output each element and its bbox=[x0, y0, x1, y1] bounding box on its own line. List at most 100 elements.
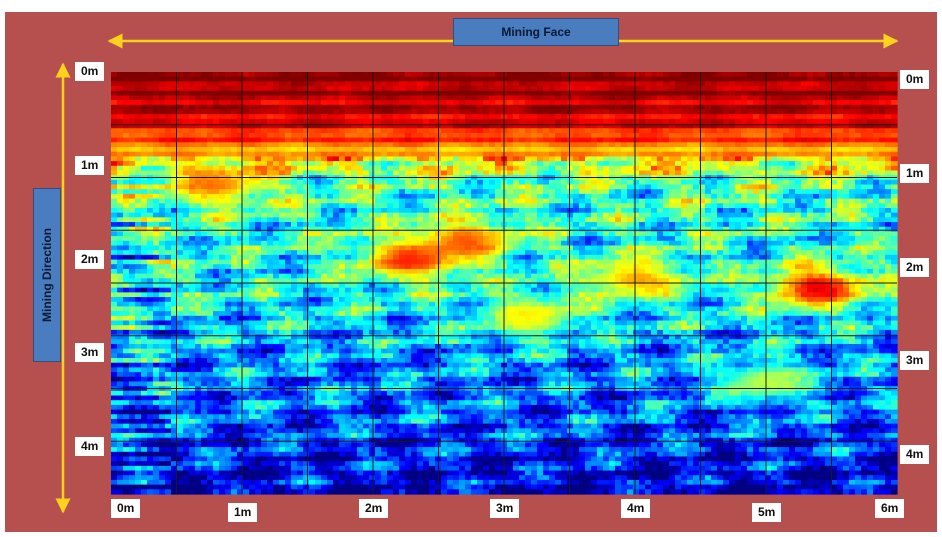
heatmap-cell bbox=[285, 240, 292, 247]
heatmap-cell bbox=[585, 212, 592, 218]
heatmap-cell bbox=[585, 156, 592, 162]
heatmap-cell bbox=[465, 123, 472, 129]
heatmap-cell bbox=[447, 193, 454, 200]
heatmap-cell bbox=[855, 165, 862, 172]
heatmap-cell bbox=[657, 156, 664, 162]
heatmap-cell bbox=[243, 109, 250, 115]
heatmap-cell bbox=[285, 198, 292, 204]
heatmap-cell bbox=[879, 104, 886, 111]
heatmap-cell bbox=[297, 184, 304, 190]
heatmap-cell bbox=[585, 109, 592, 115]
heatmap-cell bbox=[543, 76, 550, 82]
heatmap-cell bbox=[891, 142, 898, 148]
heatmap-cell bbox=[381, 198, 388, 204]
heatmap-cell bbox=[339, 207, 346, 214]
heatmap-cell bbox=[405, 217, 412, 223]
heatmap-cell bbox=[717, 114, 724, 120]
heatmap-cell bbox=[189, 114, 196, 120]
heatmap-cell bbox=[693, 81, 700, 87]
heatmap-cell bbox=[375, 170, 382, 176]
heatmap-cell bbox=[495, 132, 502, 139]
heatmap-cell bbox=[831, 165, 838, 172]
heatmap-cell bbox=[891, 184, 898, 190]
heatmap-cell bbox=[129, 170, 136, 176]
heatmap-cell bbox=[225, 207, 232, 214]
heatmap-cell bbox=[261, 236, 268, 242]
heatmap-cell bbox=[321, 156, 328, 162]
heatmap-cell bbox=[345, 142, 352, 148]
heatmap-cell bbox=[201, 184, 208, 190]
heatmap-cell bbox=[123, 245, 130, 251]
heatmap-cell bbox=[537, 95, 544, 101]
heatmap-cell bbox=[855, 170, 862, 176]
heatmap-cell bbox=[147, 137, 154, 143]
heatmap-cell bbox=[687, 132, 694, 139]
heatmap-cell bbox=[387, 142, 394, 148]
heatmap-cell bbox=[153, 250, 160, 256]
heatmap-cell bbox=[249, 179, 256, 186]
heatmap-cell bbox=[795, 76, 802, 82]
heatmap-cell bbox=[825, 198, 832, 204]
heatmap-cell bbox=[123, 72, 130, 78]
heatmap-cell bbox=[597, 217, 604, 223]
heatmap-cell bbox=[591, 226, 598, 233]
heatmap-cell bbox=[339, 147, 346, 153]
heatmap-cell bbox=[573, 198, 580, 204]
heatmap-cell bbox=[561, 90, 568, 97]
heatmap-cell bbox=[219, 90, 226, 97]
heatmap-cell bbox=[651, 90, 658, 97]
heatmap-cell bbox=[279, 156, 286, 162]
heatmap-cell bbox=[249, 118, 256, 125]
heatmap-cell bbox=[831, 236, 838, 242]
heatmap-cell bbox=[651, 86, 658, 92]
heatmap-cell bbox=[735, 86, 742, 92]
heatmap-cell bbox=[543, 147, 550, 153]
heatmap-cell bbox=[159, 189, 166, 195]
heatmap-cell bbox=[231, 137, 238, 143]
heatmap-cell bbox=[201, 76, 208, 82]
heatmap-cell bbox=[675, 114, 682, 120]
heatmap-cell bbox=[195, 240, 202, 247]
heatmap-cell bbox=[477, 95, 484, 101]
heatmap-cell bbox=[345, 212, 352, 218]
heatmap-cell bbox=[675, 142, 682, 148]
heatmap-cell bbox=[477, 128, 484, 134]
heatmap-cell bbox=[609, 212, 616, 218]
heatmap-cell bbox=[615, 193, 622, 200]
heatmap-cell bbox=[633, 156, 640, 162]
heatmap-cell bbox=[537, 236, 544, 242]
heatmap-cell bbox=[201, 95, 208, 101]
heatmap-cell bbox=[645, 207, 652, 214]
heatmap-cell bbox=[477, 222, 484, 228]
heatmap-cell bbox=[717, 245, 724, 251]
heatmap-cell bbox=[135, 151, 142, 157]
heatmap-cell bbox=[663, 86, 670, 92]
heatmap-cell bbox=[699, 217, 706, 223]
heatmap-cell bbox=[267, 207, 274, 214]
heatmap-cell bbox=[459, 128, 466, 134]
heatmap-cell bbox=[753, 240, 760, 247]
heatmap-cell bbox=[819, 90, 826, 97]
heatmap-cell bbox=[243, 114, 250, 120]
heatmap-cell bbox=[483, 165, 490, 172]
heatmap-cell bbox=[327, 236, 334, 242]
heatmap-cell bbox=[873, 151, 880, 157]
heatmap-cell bbox=[759, 179, 766, 186]
heatmap-cell bbox=[723, 179, 730, 186]
heatmap-cell bbox=[633, 72, 640, 78]
heatmap-cell bbox=[651, 165, 658, 172]
heatmap-cell bbox=[621, 193, 628, 200]
heatmap-cell bbox=[261, 193, 268, 200]
heatmap-cell bbox=[741, 212, 748, 218]
heatmap-cell bbox=[675, 203, 682, 209]
heatmap-cell bbox=[639, 231, 646, 237]
heatmap-cell bbox=[231, 170, 238, 176]
heatmap-cell bbox=[765, 104, 772, 111]
heatmap-cell bbox=[843, 184, 850, 190]
heatmap-cell bbox=[177, 72, 184, 78]
heatmap-cell bbox=[627, 231, 634, 237]
heatmap-cell bbox=[363, 189, 370, 195]
heatmap-cell bbox=[573, 161, 580, 167]
heatmap-cell bbox=[543, 95, 550, 101]
heatmap-cell bbox=[363, 151, 370, 157]
